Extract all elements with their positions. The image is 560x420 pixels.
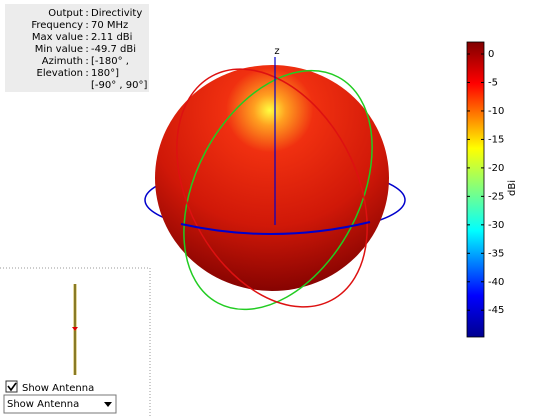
dropdown-arrow	[104, 402, 112, 407]
tick-label: -10	[488, 106, 504, 117]
tick-label: -35	[488, 248, 504, 259]
info-value: 70 MHz	[91, 20, 128, 31]
info-background	[5, 4, 149, 92]
info-separator: :	[85, 44, 88, 55]
azimuth-ring-front	[180, 221, 371, 235]
info-label: Output	[48, 8, 83, 19]
info-value: -49.7 dBi	[91, 44, 136, 55]
tick-label: -45	[488, 305, 504, 316]
feed-marker	[72, 327, 78, 331]
info-label: Elevation	[37, 68, 83, 79]
elevation-ring	[183, 69, 373, 311]
checkbox-label[interactable]: Show Antenna	[22, 383, 94, 394]
pattern-3d: z	[144, 46, 406, 311]
colorbar-scale	[466, 41, 485, 338]
info-value: 2.11 dBi	[91, 32, 132, 43]
info-separator: :	[85, 56, 88, 67]
antenna-panel: Show Antenna Show Antenna	[0, 267, 151, 418]
tick-label: -30	[488, 220, 504, 231]
tick-label: -25	[488, 191, 504, 202]
dropdown-value[interactable]: Show Antenna	[7, 399, 79, 410]
tick-label: 0	[488, 49, 494, 60]
info-value: [-180° ,	[91, 56, 129, 67]
info-value: Directivity	[91, 8, 142, 19]
dropdown[interactable]	[3, 394, 117, 414]
checkbox[interactable]	[5, 380, 18, 393]
info-value: 180°]	[91, 68, 119, 79]
info-label: Azimuth	[42, 56, 83, 67]
panel-border	[0, 267, 151, 418]
info-label: Min value	[35, 44, 83, 55]
info-separator: :	[85, 20, 88, 31]
tick-label: -15	[488, 134, 504, 145]
colorbar: dBi 0 -5 -10 -15 -20 -25 -30 -35 -40 -45	[466, 41, 518, 338]
tick-label: -5	[488, 77, 498, 88]
info-separator: :	[85, 68, 88, 79]
axis-label: z	[274, 46, 279, 57]
info-separator: :	[85, 32, 88, 43]
info-separator: :	[85, 8, 88, 19]
info-extra: [-90° , 90°]	[91, 80, 147, 91]
colorbar-label: dBi	[507, 180, 518, 196]
tick-label: -40	[488, 277, 504, 288]
tick-label: -20	[488, 163, 504, 174]
info-label: Max value	[32, 32, 83, 43]
info-label: Frequency	[31, 20, 83, 31]
radiation-pattern	[155, 65, 389, 291]
checkmark	[7, 382, 17, 392]
